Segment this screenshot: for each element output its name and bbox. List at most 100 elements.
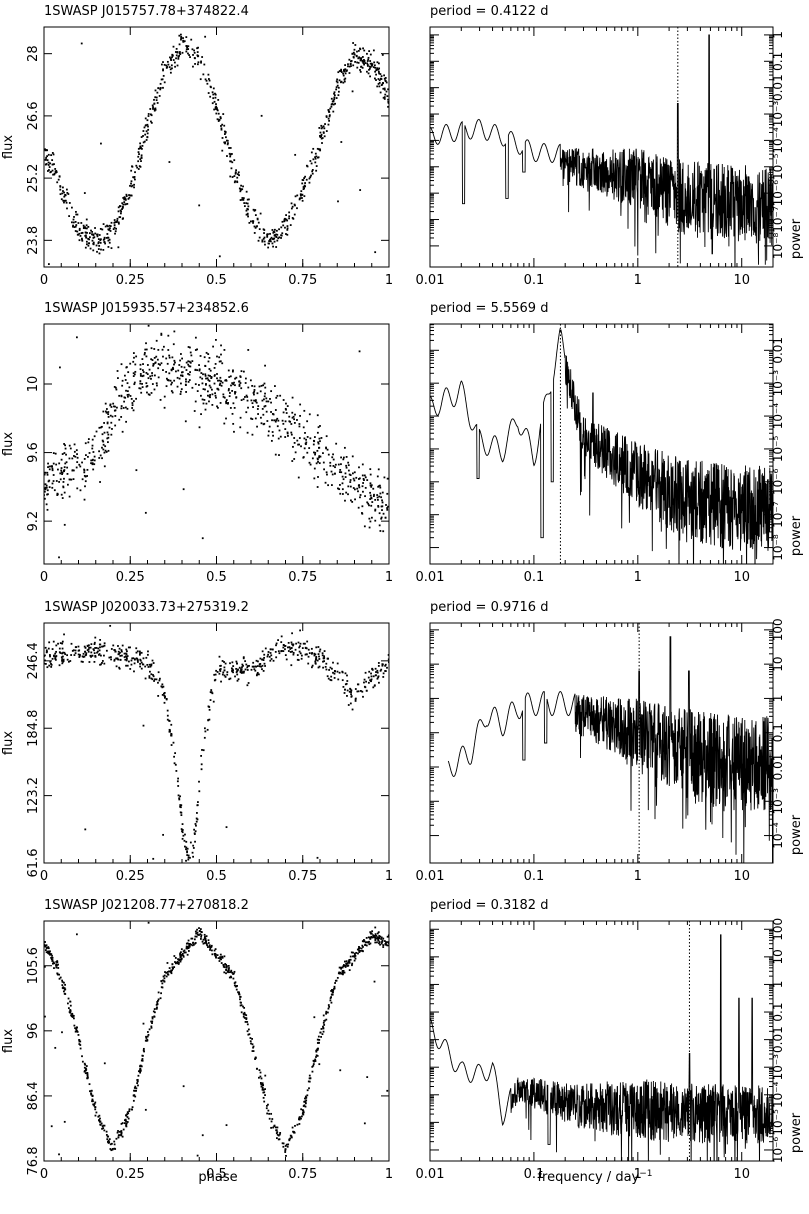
data-point	[148, 368, 151, 371]
data-point	[121, 218, 124, 220]
data-point	[161, 694, 164, 696]
data-point	[275, 644, 277, 647]
data-point	[254, 1058, 256, 1060]
data-point	[386, 944, 389, 947]
data-point	[160, 78, 163, 81]
data-point	[216, 405, 218, 408]
data-point	[100, 248, 102, 251]
data-point	[52, 452, 55, 454]
data-point	[264, 665, 266, 667]
data-point	[360, 947, 363, 950]
data-point	[181, 953, 184, 956]
data-point	[266, 420, 269, 422]
data-point	[157, 999, 159, 1002]
data-point	[337, 463, 340, 466]
data-point	[173, 61, 176, 64]
data-point	[231, 382, 234, 385]
data-point	[140, 136, 143, 138]
data-point	[197, 801, 199, 803]
data-point	[277, 650, 280, 653]
data-point	[124, 658, 127, 661]
data-point	[157, 87, 160, 90]
data-point	[75, 210, 77, 213]
data-point	[251, 1043, 254, 1046]
data-point	[376, 937, 379, 939]
data-point	[166, 718, 169, 721]
data-point	[290, 647, 293, 649]
data-point	[298, 1118, 301, 1121]
data-point	[310, 666, 313, 669]
data-point	[176, 64, 179, 67]
data-point	[273, 234, 276, 237]
data-point	[282, 1145, 285, 1148]
data-point	[367, 58, 370, 61]
data-point	[80, 222, 83, 224]
data-point	[313, 477, 316, 480]
data-point	[323, 127, 326, 130]
data-point	[214, 673, 217, 676]
data-point	[129, 194, 132, 197]
data-point	[296, 654, 299, 656]
data-point	[316, 856, 319, 859]
data-point	[352, 472, 354, 475]
data-point	[380, 517, 383, 520]
data-point	[74, 1030, 77, 1033]
plot-frame	[429, 622, 774, 864]
data-point	[231, 161, 234, 164]
data-point	[322, 666, 324, 669]
data-point	[142, 374, 145, 377]
data-point	[363, 939, 365, 941]
data-point	[155, 99, 158, 102]
data-point	[135, 657, 138, 660]
data-point	[209, 396, 211, 399]
data-point	[210, 691, 213, 694]
data-point	[132, 360, 135, 363]
data-point	[289, 648, 292, 650]
data-point	[152, 1010, 155, 1013]
data-point	[174, 957, 177, 959]
data-point	[94, 1114, 97, 1117]
data-point	[126, 407, 129, 410]
data-point	[167, 63, 170, 66]
data-point	[357, 49, 360, 52]
data-point	[323, 1020, 326, 1022]
data-point	[102, 410, 105, 413]
data-point	[164, 696, 166, 699]
data-point	[374, 498, 377, 501]
data-point	[154, 107, 157, 110]
data-point	[201, 377, 204, 380]
data-point	[62, 987, 65, 990]
data-point	[123, 652, 126, 655]
data-point	[285, 412, 288, 414]
data-point	[118, 418, 121, 421]
data-point	[348, 473, 351, 476]
data-point	[72, 478, 75, 481]
data-point	[99, 638, 102, 641]
data-point	[281, 232, 284, 235]
data-point	[309, 463, 312, 466]
data-point	[333, 96, 336, 99]
data-point	[137, 151, 140, 154]
data-point	[241, 671, 243, 674]
data-point	[79, 465, 82, 468]
data-point	[114, 650, 117, 653]
data-point	[377, 676, 380, 679]
data-point	[142, 724, 145, 727]
data-point	[105, 410, 107, 413]
data-point	[275, 1132, 278, 1135]
data-point	[129, 362, 132, 365]
data-point	[178, 377, 181, 380]
data-point	[138, 387, 141, 390]
data-point	[331, 473, 334, 476]
data-point	[361, 944, 364, 947]
data-point	[123, 201, 126, 204]
data-point	[222, 113, 225, 115]
data-point	[145, 1037, 148, 1039]
data-point	[282, 644, 285, 647]
data-point	[189, 371, 191, 373]
data-point	[313, 654, 316, 657]
data-point	[230, 667, 233, 670]
data-point	[126, 664, 129, 667]
data-point	[191, 851, 194, 854]
data-point	[103, 236, 106, 239]
